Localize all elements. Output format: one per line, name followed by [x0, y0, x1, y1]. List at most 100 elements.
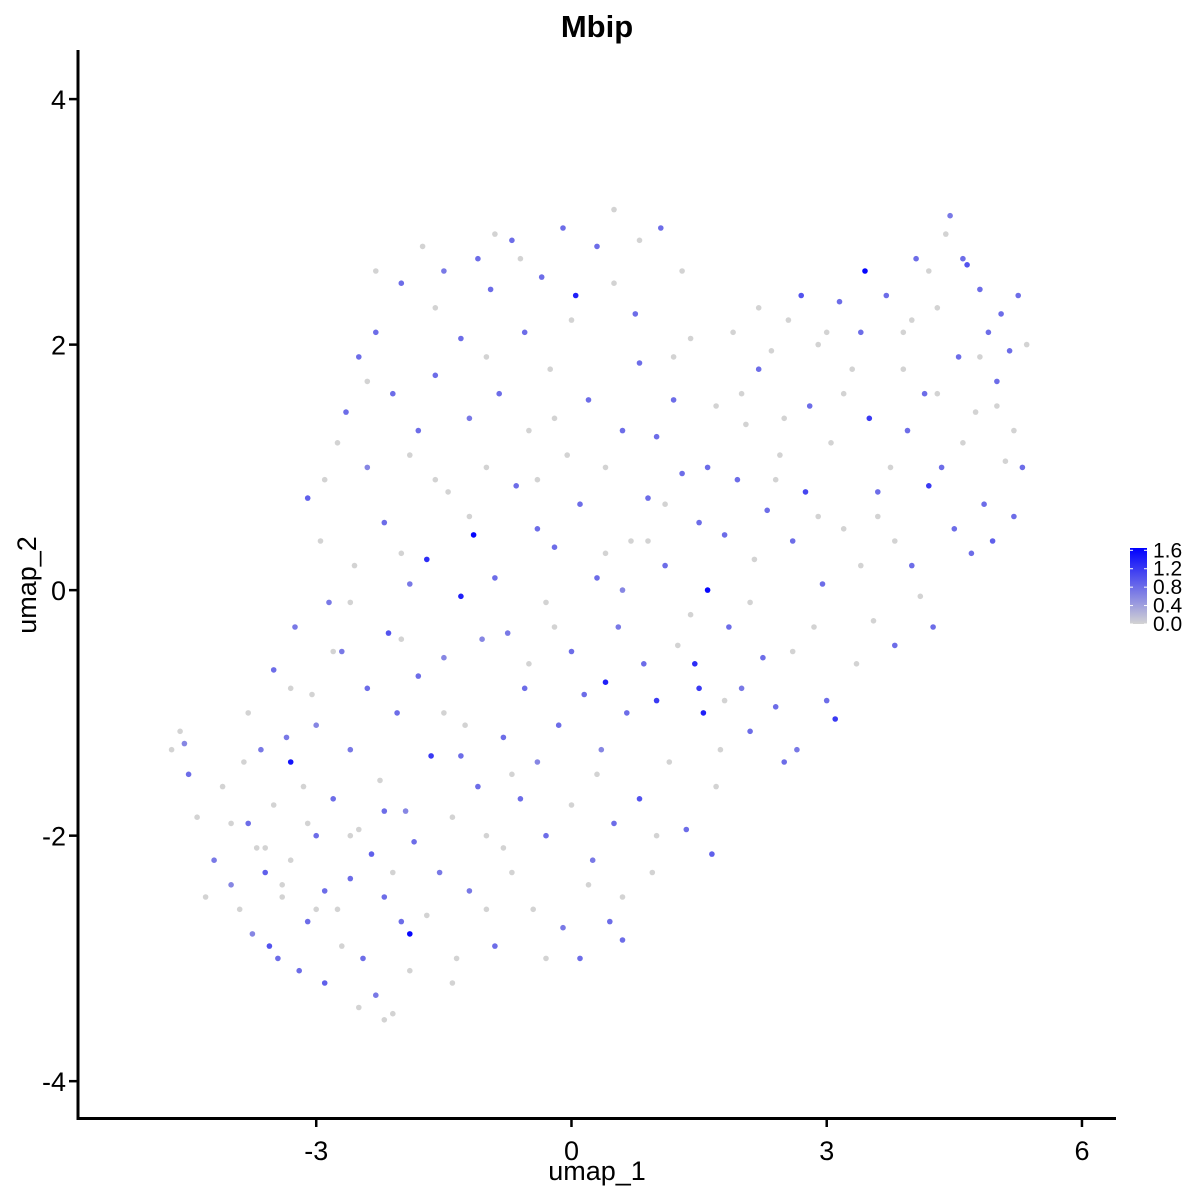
- cell-point: [972, 409, 979, 415]
- cell-point: [683, 826, 690, 833]
- cell-point: [747, 728, 753, 735]
- cell-point: [432, 305, 439, 311]
- cell-point: [441, 710, 447, 716]
- cell-point: [483, 832, 490, 839]
- cell-point: [811, 624, 817, 630]
- y-tick-label: -4: [42, 1067, 66, 1097]
- y-tick-label: 2: [51, 331, 66, 361]
- cell-point: [313, 722, 320, 728]
- cell-point: [892, 642, 898, 649]
- cell-point: [551, 624, 558, 630]
- cell-point: [373, 992, 379, 998]
- cell-point: [185, 771, 192, 778]
- cell-point: [287, 759, 294, 765]
- colorbar-tick-label: 1.6: [1153, 539, 1182, 562]
- cell-point: [594, 575, 600, 581]
- cell-point: [411, 839, 417, 845]
- cell-point: [202, 894, 209, 900]
- cell-point: [492, 943, 498, 949]
- cell-point: [781, 415, 787, 422]
- cell-point: [866, 415, 873, 422]
- cell-point: [760, 654, 766, 661]
- cell-point: [717, 746, 724, 753]
- cell-point: [636, 796, 643, 802]
- cell-point: [960, 255, 966, 262]
- cell-point: [402, 808, 409, 814]
- cell-point: [947, 212, 953, 219]
- cell-point: [806, 403, 813, 409]
- cell-point: [334, 906, 341, 913]
- cell-point: [755, 305, 762, 311]
- cell-point: [326, 599, 332, 606]
- cell-point: [853, 661, 860, 667]
- cell-point: [458, 335, 464, 342]
- cell-point: [815, 513, 821, 520]
- cell-point: [862, 268, 868, 274]
- cell-point: [266, 943, 273, 949]
- cell-point: [441, 654, 447, 661]
- cell-point: [424, 556, 430, 563]
- cell-point: [772, 704, 779, 710]
- cell-point: [534, 759, 541, 765]
- cell-point: [432, 372, 439, 379]
- cell-point: [581, 691, 587, 698]
- cell-point: [589, 857, 596, 863]
- cell-point: [738, 390, 745, 397]
- cell-point: [270, 667, 277, 673]
- cell-point: [385, 630, 392, 636]
- cell-point: [653, 697, 660, 704]
- cell-point: [364, 685, 371, 692]
- cell-point: [858, 329, 864, 336]
- cell-point: [538, 274, 545, 280]
- cell-point: [989, 538, 996, 544]
- cell-point: [483, 354, 490, 360]
- cell-point: [330, 648, 337, 655]
- cell-point: [228, 882, 234, 888]
- cell-point: [670, 354, 677, 360]
- cell-point: [543, 832, 549, 839]
- cell-point: [236, 906, 243, 913]
- cell-point: [781, 759, 787, 765]
- cell-point: [513, 483, 519, 489]
- cell-point: [794, 746, 800, 753]
- cell-point: [823, 329, 830, 336]
- cell-point: [381, 1017, 388, 1023]
- cell-point: [858, 562, 864, 569]
- cell-point: [577, 955, 583, 962]
- cell-point: [313, 832, 320, 839]
- cell-point: [373, 329, 379, 336]
- colorbar-tick-label: 0.8: [1153, 576, 1182, 599]
- cell-point: [798, 292, 804, 299]
- cell-point: [551, 544, 558, 550]
- cell-point: [636, 360, 643, 366]
- cell-point: [364, 378, 371, 385]
- colorbar-tick-label: 0.4: [1153, 595, 1183, 618]
- cell-point: [909, 562, 915, 569]
- cell-point: [347, 746, 354, 753]
- cell-point: [777, 452, 783, 458]
- cell-point: [666, 759, 673, 765]
- cell-point: [543, 955, 549, 962]
- y-axis-ticks: -4 -2 0 2 4: [42, 85, 78, 1097]
- cell-point: [828, 440, 834, 446]
- cell-point: [479, 636, 485, 642]
- cell-point: [194, 814, 200, 820]
- x-tick-label: 3: [819, 1136, 834, 1166]
- cell-point: [381, 519, 388, 526]
- colorbar-tick-label: 1.2: [1153, 558, 1182, 581]
- cell-point: [870, 618, 877, 624]
- y-axis-title: umap_2: [12, 536, 42, 634]
- cell-point: [679, 470, 685, 477]
- cell-point: [441, 268, 447, 274]
- cell-point: [883, 292, 890, 299]
- cell-point: [249, 931, 256, 937]
- cell-point: [381, 808, 388, 814]
- cell-point: [330, 796, 337, 802]
- cell-point: [347, 832, 354, 839]
- cell-point: [500, 734, 507, 741]
- cell-point: [960, 440, 966, 446]
- cell-point: [343, 409, 349, 415]
- cell-point: [789, 538, 796, 544]
- cell-point: [283, 734, 290, 741]
- cell-point: [304, 495, 311, 501]
